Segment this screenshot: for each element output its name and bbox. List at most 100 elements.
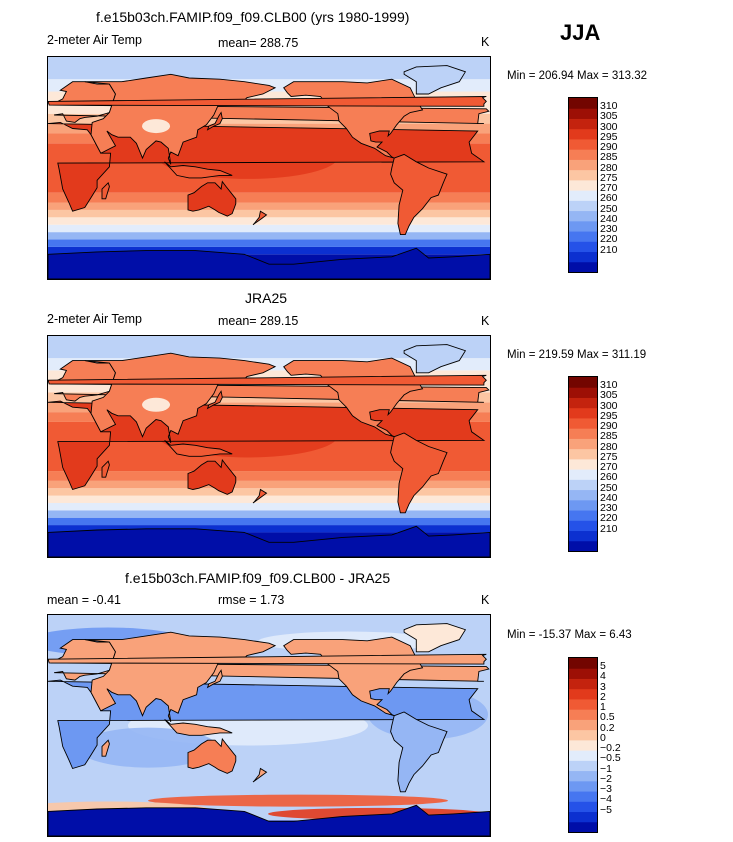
land-greenland [403,344,467,374]
colorbar-tick-label: 310 [600,379,618,392]
land-indonesia [164,161,233,179]
panel1-minmax: Min = 206.94 Max = 313.32 [507,70,648,82]
panel1-variable: 2-meter Air Temp [47,33,142,47]
panel2-minmax: Min = 219.59 Max = 311.19 [507,349,647,361]
colorbar-tick-label: 250 [600,202,618,215]
colorbar-swatch [569,801,597,813]
land-australia [187,180,237,217]
colorbar-swatch [569,668,597,679]
colorbar-tick-label: 240 [600,491,618,504]
colorbar-swatch [569,658,597,669]
land-madagascar [101,739,110,757]
colorbar-swatch [569,251,597,263]
colorbar-tick-label: 280 [600,161,618,174]
colorbar-swatch [569,397,597,409]
colorbar-tick-label: 250 [600,481,618,494]
colorbar-tick-label: 270 [600,461,618,474]
land-samerica [390,711,448,793]
colorbar-swatch [569,428,597,439]
colorbar-tick-label: −2 [600,772,612,785]
temperature-band [48,495,490,503]
panel1-map-svg [48,57,490,279]
colorbar-swatch [569,387,597,398]
colorbar-tick-label: 305 [600,389,618,402]
panel1-colorbar [568,97,598,273]
temperature-band [48,336,490,359]
land-nz [252,767,268,783]
panel2-colorbar-svg [569,377,597,551]
colorbar-tick-label: 230 [600,223,618,236]
colorbar-swatch [569,791,597,802]
colorbar-tick-label: 210 [600,522,618,535]
colorbar-swatch [569,417,597,429]
colorbar-swatch [569,98,597,109]
diff-anomaly-patch [148,794,448,807]
colorbar-swatch [569,210,597,222]
colorbar-tick-label: 4 [600,670,606,683]
panel3-map [47,614,491,837]
panel1-title: f.e15b03ch.FAMIP.f09_f09.CLB00 (yrs 1980… [96,9,410,25]
temperature-band [48,525,490,533]
colorbar-swatch [569,138,597,150]
colorbar-tick-label: 260 [600,471,618,484]
colorbar-swatch [569,770,597,782]
colorbar-swatch [569,458,597,470]
colorbar-swatch [569,149,597,160]
temperature-band [48,471,490,481]
land-australia [187,458,237,495]
land-greenland [403,623,467,653]
colorbar-tick-label: 0.2 [600,721,615,734]
land-samerica [390,432,448,514]
colorbar-swatch [569,241,597,253]
land-uk [48,653,487,665]
colorbar-swatch [569,438,597,450]
diff-anomaly-patch [78,727,218,768]
temperature-band [48,502,490,511]
colorbar-swatch [569,108,597,119]
temperature-band [48,202,490,210]
colorbar-swatch [569,780,597,792]
colorbar-tick-label: 275 [600,450,618,463]
colorbar-tick-label: 280 [600,440,618,453]
colorbar-tick-label: −1 [600,762,612,775]
colorbar-swatch [569,489,597,501]
colorbar-tick-label: 275 [600,171,618,184]
colorbar-swatch [569,739,597,751]
colorbar-swatch [569,169,597,181]
colorbar-swatch [569,179,597,191]
temperature-band [48,217,490,225]
colorbar-tick-label: 1 [600,701,606,714]
colorbar-tick-label: 240 [600,212,618,225]
panel2-title: JRA25 [245,290,288,306]
tibetan-plateau [142,119,171,134]
colorbar-tick-label: −0.5 [600,752,621,765]
colorbar-swatch [569,678,597,690]
land-nz [252,210,268,226]
land-indonesia [164,440,233,457]
temperature-band [48,192,490,203]
colorbar-swatch [569,688,597,700]
colorbar-tick-label: 5 [600,660,606,673]
colorbar-tick-label: 260 [600,192,618,205]
land-samerica [390,153,448,236]
land-madagascar [101,181,110,200]
colorbar-swatch [569,729,597,741]
panel3-units: K [481,593,490,607]
colorbar-swatch [569,128,597,140]
panel1-colorbar-svg [569,98,597,272]
land-japan [206,669,223,689]
colorbar-tick-label: 300 [600,399,618,412]
colorbar-swatch [569,698,597,710]
colorbar-tick-label: 3 [600,680,606,693]
colorbar-tick-label: 290 [600,141,618,154]
land-uk [48,96,487,107]
panel3-map-svg [48,615,490,836]
colorbar-swatch [569,407,597,419]
land-madagascar [101,460,110,478]
panel3-rmse: rmse = 1.73 [218,593,285,607]
land-asia [84,631,277,722]
colorbar-tick-label: 210 [600,243,618,256]
colorbar-tick-label: 290 [600,420,618,433]
temperature-band [48,232,490,240]
land-asia [84,352,277,443]
